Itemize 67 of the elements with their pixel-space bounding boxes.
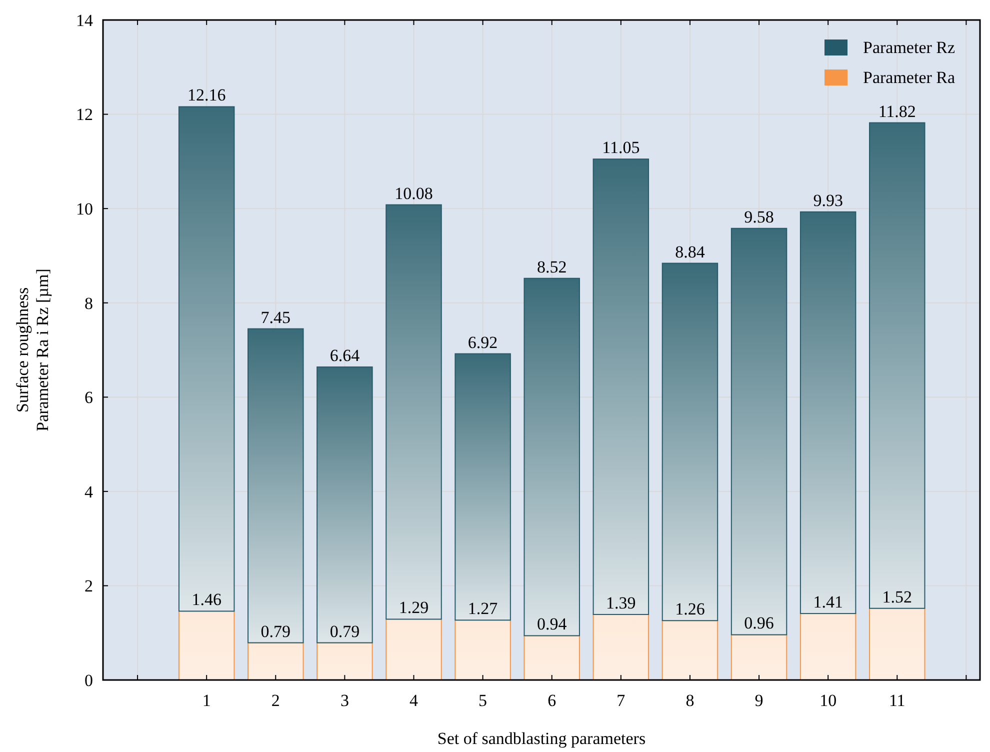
total-label: 6.64: [330, 346, 360, 365]
bar: [662, 262, 718, 622]
legend-label: Parameter Ra: [863, 68, 956, 87]
x-tick-label: 2: [271, 691, 280, 710]
data-label: 1.27: [468, 599, 498, 618]
x-tick-label: 7: [616, 691, 626, 710]
x-tick-label: 1: [202, 691, 211, 710]
bar: [869, 608, 926, 680]
y-axis-title: Surface roughness Parameter Ra i Rz [µm]: [13, 268, 52, 432]
total-label: 9.58: [744, 207, 774, 226]
bar: [316, 642, 373, 680]
bar: [524, 278, 580, 636]
x-tick-label: 5: [478, 691, 488, 710]
x-tick-label: 11: [888, 691, 906, 710]
y-tick-label: 12: [76, 105, 93, 124]
y-tick-label: 8: [84, 294, 93, 313]
data-label: 0.79: [330, 622, 360, 641]
bar: [800, 211, 856, 614]
bar: [316, 366, 373, 644]
total-label: 12.16: [187, 86, 226, 105]
bar: [662, 620, 718, 680]
total-label: 8.84: [675, 242, 706, 262]
data-label: 1.26: [675, 600, 705, 619]
bar: [592, 158, 650, 615]
bar: [386, 618, 442, 680]
total-label: 8.52: [536, 257, 567, 276]
total-label: 6.92: [468, 332, 498, 352]
data-label: 0.79: [260, 622, 291, 641]
bar: [524, 635, 580, 680]
legend-label: Parameter Rz: [863, 38, 956, 57]
y-tick-label: 0: [84, 670, 93, 690]
y-tick-label: 10: [76, 200, 93, 219]
total-label: 10.08: [394, 184, 433, 203]
data-label: 1.46: [192, 590, 222, 610]
y-tick-label: 2: [84, 576, 93, 596]
y-tick-label: 14: [76, 10, 94, 30]
data-label: 1.29: [398, 598, 429, 618]
bar: [178, 610, 235, 680]
bar: [592, 614, 650, 680]
y-tick-label: 6: [84, 388, 93, 408]
data-label: 0.96: [744, 614, 774, 633]
bar: [248, 328, 304, 644]
bar: [730, 634, 788, 680]
bar: [386, 204, 442, 620]
total-label: 7.45: [260, 308, 291, 327]
total-label: 9.93: [813, 190, 843, 210]
bar: [248, 642, 304, 680]
total-label: 11.82: [878, 102, 916, 121]
bar: [800, 613, 856, 680]
total-label: 11.05: [602, 138, 640, 158]
bar: [454, 353, 511, 621]
data-label: 1.41: [813, 592, 843, 612]
data-label: 1.39: [606, 593, 636, 612]
bar: [869, 122, 926, 609]
x-tick-label: 6: [548, 691, 556, 710]
bar: [178, 106, 235, 612]
data-label: 0.94: [536, 614, 568, 634]
y-tick-label: 4: [84, 482, 94, 502]
x-axis-title: Set of sandblasting parameters: [437, 729, 646, 748]
x-tick-label: 8: [686, 691, 694, 710]
x-tick-label: 4: [410, 691, 418, 710]
x-tick-label: 9: [754, 691, 764, 710]
x-tick-label: 3: [340, 691, 349, 710]
data-label: 1.52: [882, 587, 912, 606]
bar: [454, 620, 511, 680]
x-tick-label: 10: [820, 691, 837, 710]
bar: [730, 228, 788, 636]
